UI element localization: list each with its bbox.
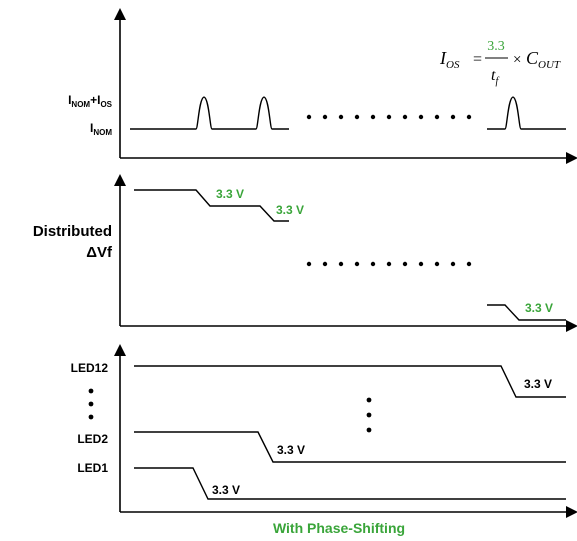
middle-y-axis-arrow (114, 174, 126, 186)
top-x-axis-arrow (566, 152, 577, 164)
top-y-axis-arrow (114, 8, 126, 20)
bottom-continuation-dots (366, 397, 372, 433)
middle-panel: Distributed ΔVf 3.3 V 3.3 V 3.3 V (33, 174, 577, 332)
vf-step-label-3: 3.3 V (525, 301, 553, 315)
led12-label: LED12 (71, 361, 109, 375)
vf-step-line-left (134, 189, 289, 222)
led1-line (134, 467, 566, 500)
led2-label: LED2 (77, 432, 108, 446)
vf-step-line-right (487, 304, 566, 321)
inom-ios-label: INOM+IOS (68, 93, 113, 109)
inom-label: INOM (90, 121, 112, 137)
ios-formula: IOS = 3.3 tf × COUT (439, 39, 561, 87)
svg-text:IOS: IOS (439, 48, 460, 71)
bottom-y-axis-arrow (114, 344, 126, 356)
led12-step-label: 3.3 V (524, 377, 552, 391)
formula-numerator: 3.3 (487, 39, 505, 54)
led2-step-label: 3.3 V (277, 443, 305, 457)
vf-step-label-1: 3.3 V (216, 187, 244, 201)
led-vertical-dots (88, 388, 94, 420)
led2-line (134, 431, 566, 463)
svg-text:=: = (473, 51, 482, 68)
middle-x-axis-arrow (566, 320, 577, 332)
distributed-label: Distributed (33, 223, 112, 240)
svg-text:COUT: COUT (526, 48, 561, 71)
current-waveform-right (487, 96, 566, 130)
led1-label: LED1 (77, 461, 108, 475)
led12-line (134, 365, 566, 398)
bottom-panel: LED12 LED2 LED1 3.3 V 3.3 V 3.3 V (71, 344, 577, 518)
svg-text:×: × (513, 52, 521, 68)
middle-continuation-dots (306, 261, 472, 267)
led1-step-label: 3.3 V (212, 483, 240, 497)
svg-text:tf: tf (491, 67, 499, 87)
vf-step-label-2: 3.3 V (276, 203, 304, 217)
delta-vf-label: ΔVf (86, 244, 113, 261)
top-continuation-dots (306, 114, 472, 120)
bottom-x-axis-arrow (566, 506, 577, 518)
current-waveform-left (130, 96, 289, 130)
top-panel: INOM+IOS INOM IOS = 3.3 tf (68, 8, 577, 164)
caption: With Phase-Shifting (273, 520, 405, 536)
